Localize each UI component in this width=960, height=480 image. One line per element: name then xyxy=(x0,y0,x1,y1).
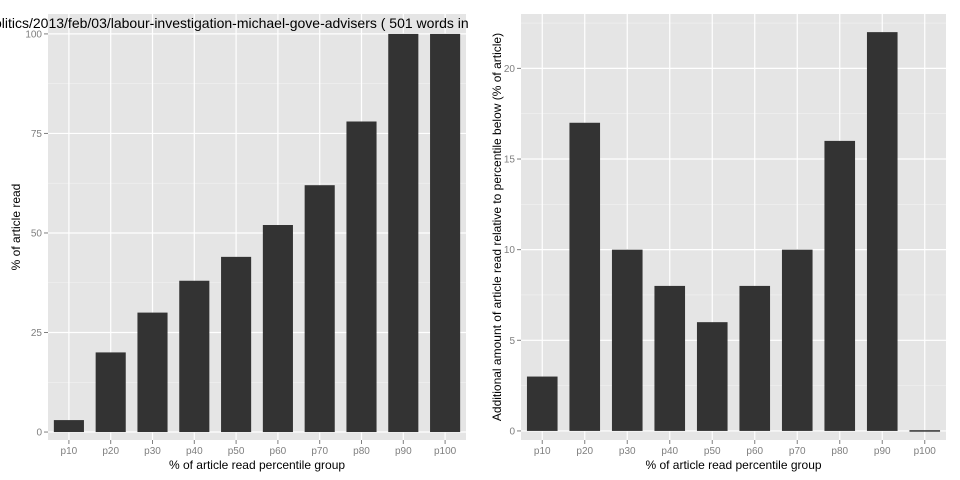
right-y-tick-label: 0 xyxy=(509,426,515,437)
left-x-tick-label: p80 xyxy=(353,446,370,457)
right-y-tick-label: 10 xyxy=(504,245,516,256)
right-bar-p30 xyxy=(611,249,643,431)
left-bar-p30 xyxy=(137,312,168,433)
right-x-axis-title: % of article read percentile group xyxy=(645,458,821,472)
left-bar-p80 xyxy=(346,121,377,433)
left-bar-p60 xyxy=(262,225,293,433)
right-x-tick-label: p60 xyxy=(746,446,763,457)
left-y-tick-label: 25 xyxy=(31,328,43,339)
right-y-axis-title: Additional amount of article read relati… xyxy=(490,33,504,421)
left-x-tick-label: p70 xyxy=(311,446,328,457)
right-bar-p70 xyxy=(781,249,813,431)
right-bar-p20 xyxy=(569,122,601,431)
left-bar-p20 xyxy=(95,352,126,433)
right-y-tick-label: 20 xyxy=(504,64,516,75)
left-y-tick-label: 75 xyxy=(31,129,43,140)
right-bar-p90 xyxy=(866,32,898,431)
left-x-tick-label: p40 xyxy=(186,446,203,457)
left-y-tick-label: 0 xyxy=(36,428,42,439)
right-x-tick-label: p100 xyxy=(914,446,937,457)
left-x-axis-title: % of article read percentile group xyxy=(169,458,345,472)
right-x-tick-label: p20 xyxy=(576,446,593,457)
left-x-tick-label: p50 xyxy=(228,446,245,457)
left-chart: 0 25 50 75 100 p10 p20 p30 p40 p50 p60 p70 p80 p90 p10… xyxy=(0,14,469,472)
right-bar-p40 xyxy=(654,285,686,431)
left-chart-title: olitics/2013/feb/03/labour-investigation… xyxy=(0,15,469,31)
right-bar-p50 xyxy=(696,322,728,431)
left-bar-p10 xyxy=(53,420,84,433)
left-x-tick-label: p60 xyxy=(270,446,287,457)
right-x-tick-label: p10 xyxy=(534,446,551,457)
left-y-tick-label: 100 xyxy=(25,29,42,40)
right-x-tick-label: p30 xyxy=(619,446,636,457)
right-bar-p10 xyxy=(526,376,558,431)
right-x-tick-label: p70 xyxy=(789,446,806,457)
left-bar-p100 xyxy=(430,33,461,433)
left-x-tick-label: p100 xyxy=(434,446,457,457)
right-bar-p100 xyxy=(909,430,941,432)
right-y-tick-label: 5 xyxy=(509,336,515,347)
left-x-tick-label: p30 xyxy=(144,446,161,457)
left-y-tick-label: 50 xyxy=(31,228,43,239)
left-bar-p70 xyxy=(304,185,335,433)
left-bar-p50 xyxy=(221,256,252,433)
right-x-tick-label: p90 xyxy=(874,446,891,457)
right-bar-p60 xyxy=(739,285,771,431)
left-bar-p40 xyxy=(179,280,210,433)
right-chart: 0 5 10 15 20 p10 p20 p30 p40 p50 p60 p70 p80 p90 p100%… xyxy=(490,14,946,472)
right-y-tick-label: 15 xyxy=(504,155,516,166)
left-y-axis-title: % of article read xyxy=(9,184,23,271)
left-x-tick-label: p20 xyxy=(102,446,119,457)
left-x-tick-label: p10 xyxy=(61,446,78,457)
right-x-tick-label: p40 xyxy=(661,446,678,457)
left-x-tick-label: p90 xyxy=(395,446,412,457)
right-x-tick-label: p80 xyxy=(831,446,848,457)
left-bar-p90 xyxy=(388,33,419,433)
right-x-tick-label: p50 xyxy=(704,446,721,457)
right-bar-p80 xyxy=(824,140,856,431)
